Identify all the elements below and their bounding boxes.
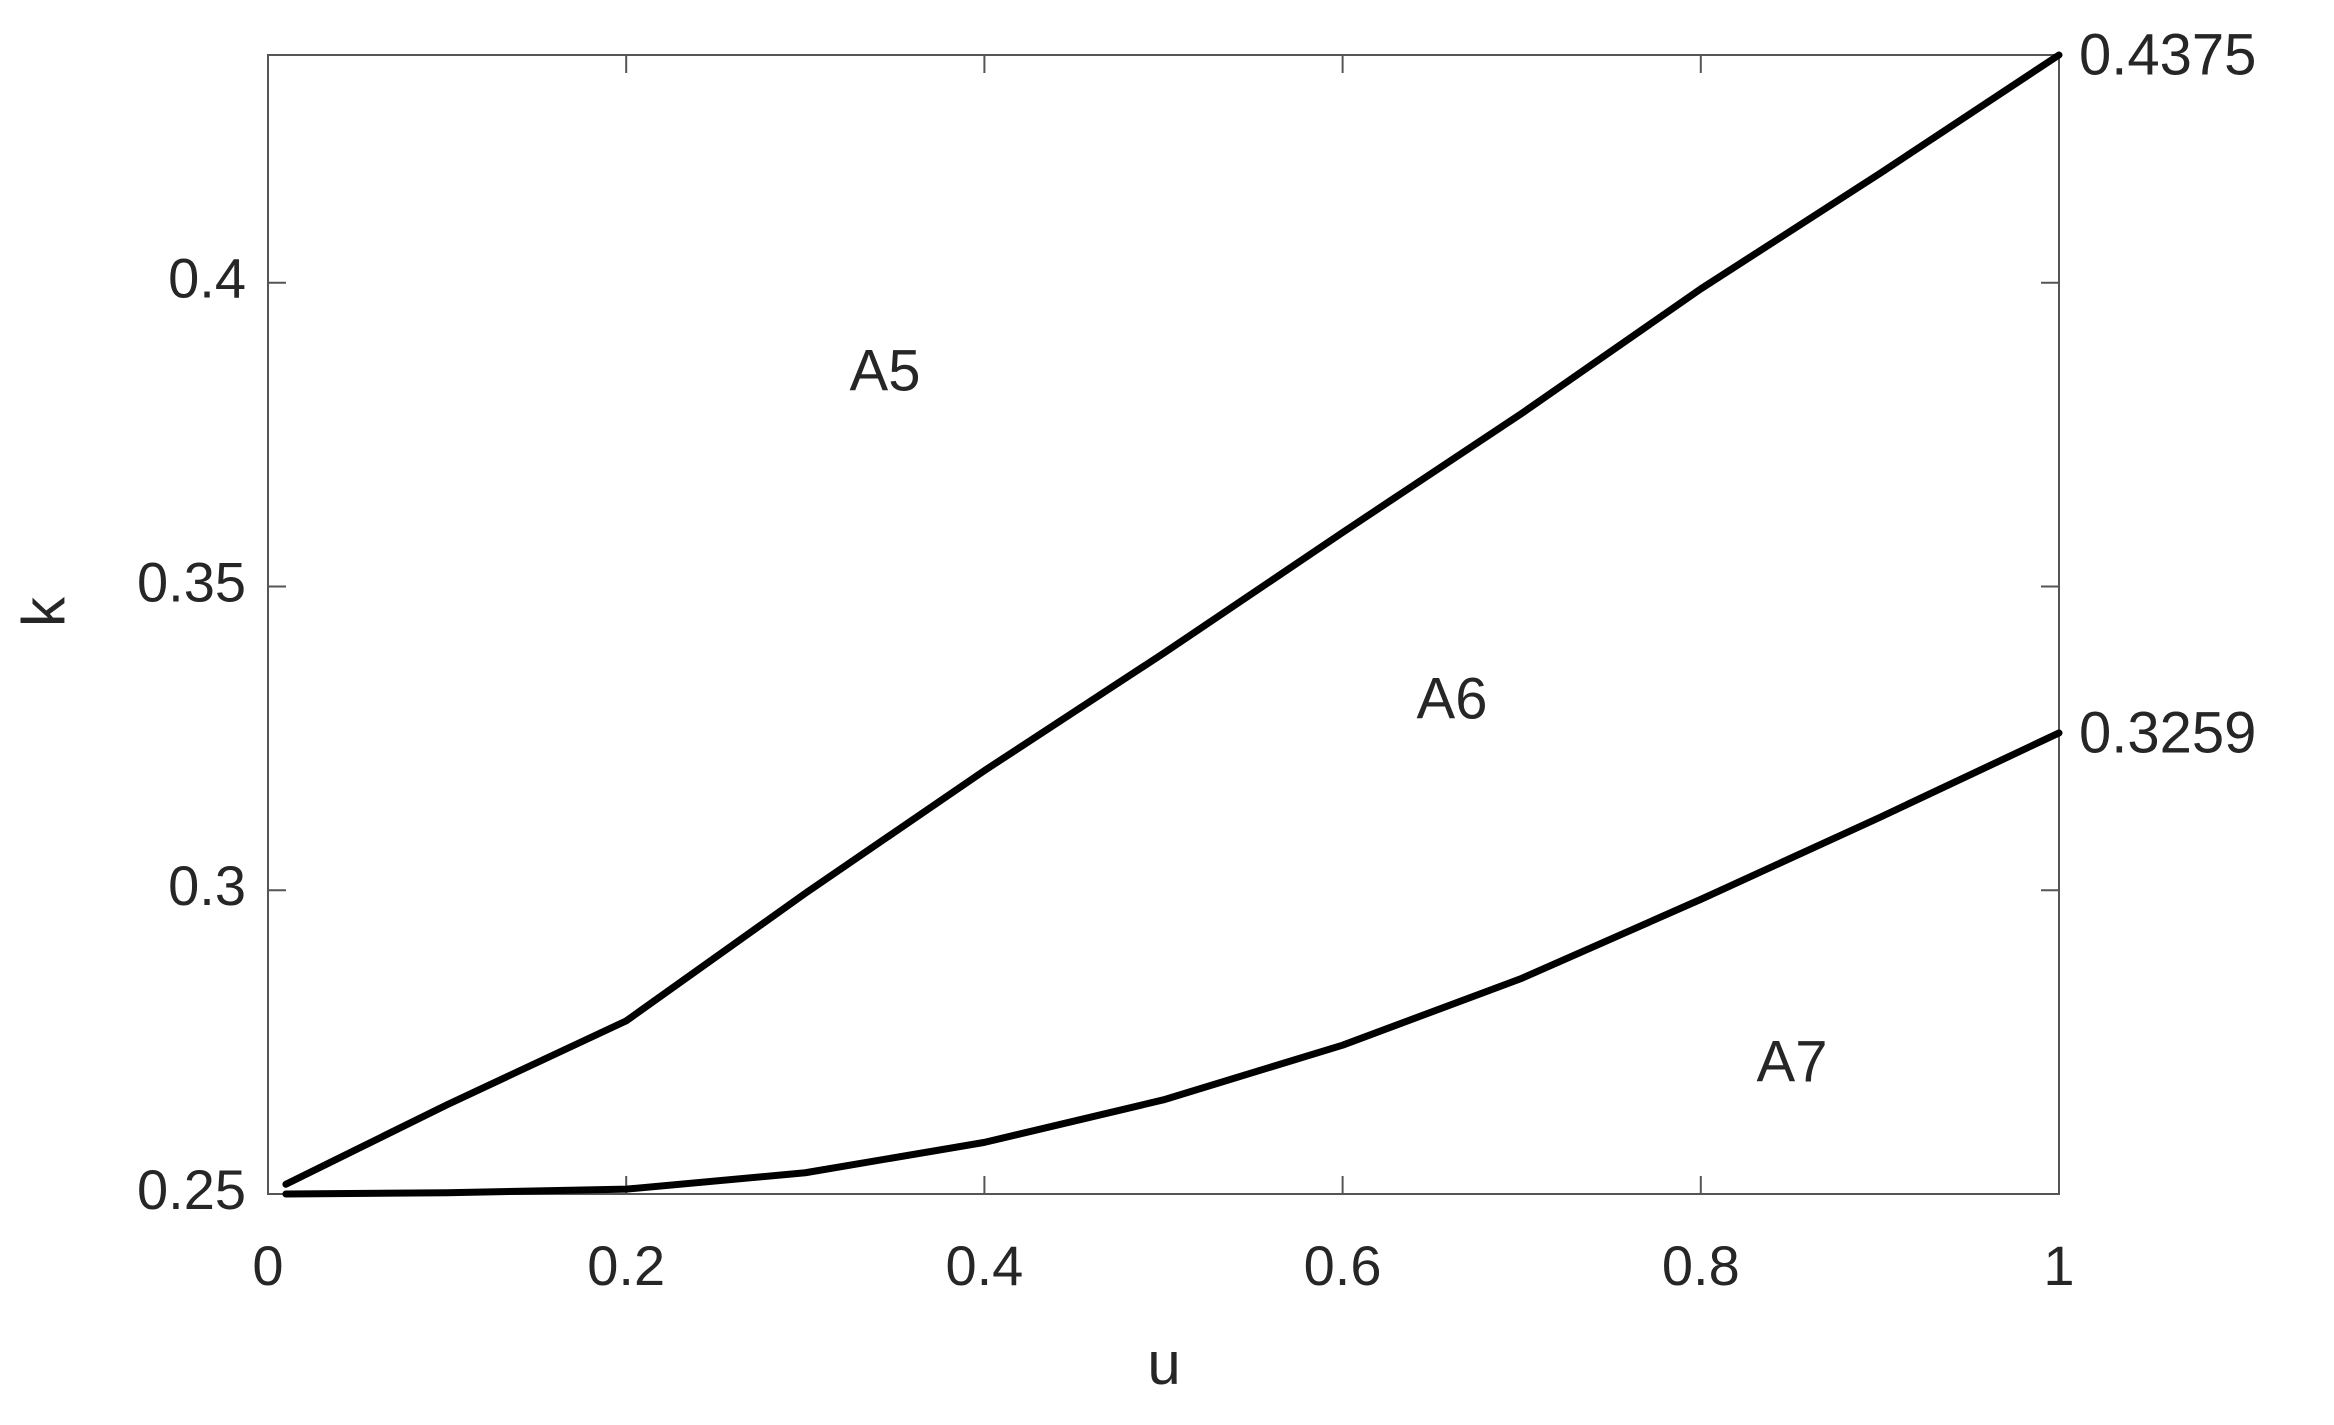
y-tick-label: 0.35 (137, 550, 246, 613)
end-value-label: 0.3259 (2079, 700, 2256, 765)
end-value-label: 0.4375 (2079, 22, 2256, 87)
x-tick-label: 0.8 (1662, 1234, 1740, 1297)
x-tick-label: 1 (2043, 1234, 2074, 1297)
curve (282, 51, 2063, 1188)
region-label: A5 (850, 338, 921, 403)
x-tick-label: 0.6 (1304, 1234, 1382, 1297)
x-tick-label: 0.2 (587, 1234, 665, 1297)
x-tick-label: 0.4 (945, 1234, 1023, 1297)
y-tick-label: 0.4 (168, 247, 246, 310)
x-axis-label: u (1147, 1330, 1180, 1397)
plot-frame (267, 54, 2060, 1195)
region-label: A7 (1757, 1029, 1828, 1094)
region-label: A6 (1417, 666, 1488, 731)
x-tick-label: 0 (252, 1234, 283, 1297)
y-tick-label: 0.25 (137, 1158, 246, 1221)
y-axis-label: k (10, 596, 77, 627)
y-tick-label: 0.3 (168, 854, 246, 917)
curve (282, 729, 2063, 1198)
